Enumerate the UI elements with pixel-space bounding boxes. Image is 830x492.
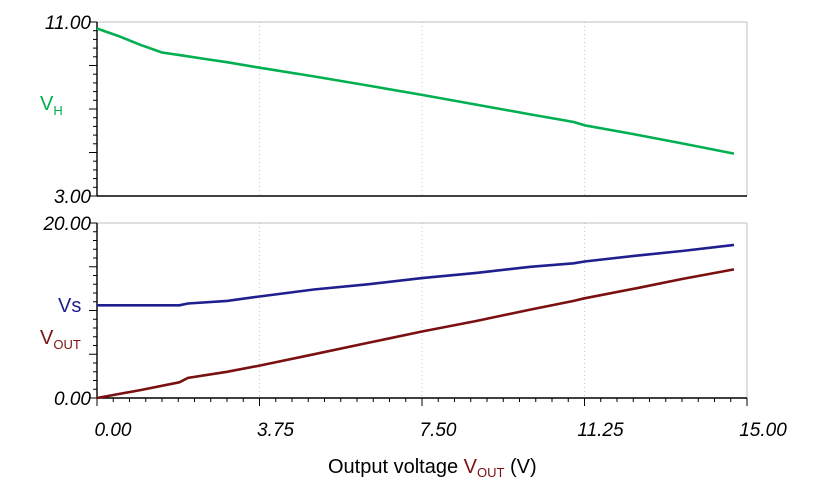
series-line-vs <box>97 243 735 307</box>
x-tick-label: 11.25 <box>577 420 624 441</box>
grid-lines <box>259 22 585 398</box>
series-label-vh: VH <box>40 93 63 118</box>
x-tick-label: 3.75 <box>257 420 294 441</box>
x-axis-label: Output voltage VOUT (V) <box>328 456 537 480</box>
series-label-vout: VOUT <box>40 327 81 352</box>
x-tick-label: 0.00 <box>95 420 132 441</box>
series-label-vs: Vs <box>58 295 81 317</box>
series-line-vh <box>96 27 735 155</box>
series <box>96 27 735 400</box>
x-tick-label: 7.50 <box>420 420 457 441</box>
x-tick-label: 15.00 <box>739 420 787 441</box>
y-tick-label: 0.00 <box>54 389 91 410</box>
series-line-vout <box>96 268 735 400</box>
y-tick-label: 20.00 <box>42 214 91 235</box>
axes: 11.00 3.00 20.00 0.000.00 3.75 7.50 11.25 15.00 <box>42 13 787 441</box>
labels: VH Vs VOUT Output voltage VOUT (V) <box>40 93 537 480</box>
y-tick-label: 3.00 <box>54 187 91 208</box>
y-tick-label: 11.00 <box>45 13 92 34</box>
